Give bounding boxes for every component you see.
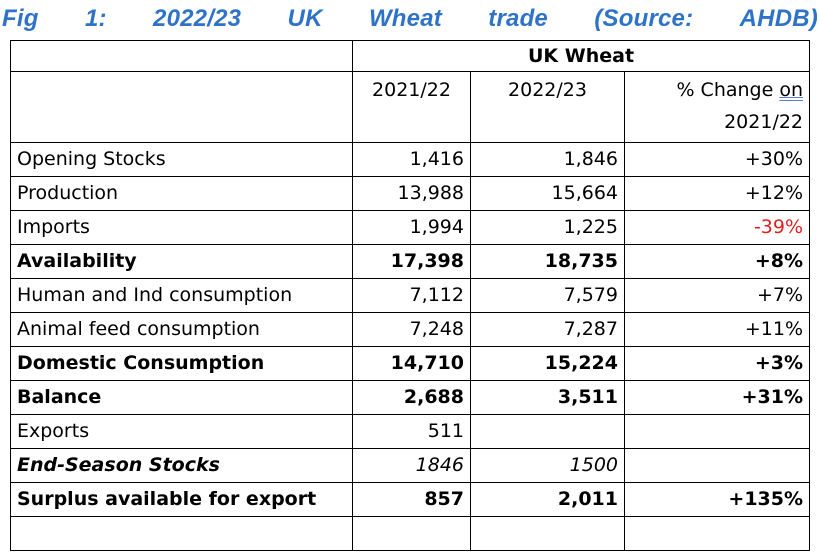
empty-cell bbox=[623, 516, 811, 551]
value-2022-23: 7,287 bbox=[470, 312, 625, 347]
value-pct-change: +30% bbox=[623, 142, 811, 177]
caption-word: trade bbox=[488, 5, 548, 32]
value-2022-23: 3,511 bbox=[470, 380, 625, 415]
row-label: Availability bbox=[10, 244, 353, 279]
row-label: Exports bbox=[10, 414, 353, 449]
caption-word: AHDB) bbox=[739, 5, 818, 32]
caption-word: 1: bbox=[84, 5, 107, 32]
value-2021-22: 7,112 bbox=[352, 278, 471, 313]
column-header-2021-22: 2021/22 bbox=[352, 71, 471, 143]
value-pct-change: +135% bbox=[623, 482, 811, 517]
table-row-availability: Availability 17,398 18,735 +8% bbox=[10, 244, 811, 279]
row-label: Human and Ind consumption bbox=[10, 278, 353, 313]
value-pct-change bbox=[623, 414, 811, 449]
table-row-human-ind-consumption: Human and Ind consumption 7,112 7,579 +7… bbox=[10, 278, 811, 313]
caption-word: Fig bbox=[2, 5, 39, 32]
value-2022-23: 18,735 bbox=[470, 244, 625, 279]
value-2022-23: 1,225 bbox=[470, 210, 625, 245]
table-row-imports: Imports 1,994 1,225 -39% bbox=[10, 210, 811, 245]
column-header-2022-23: 2022/23 bbox=[470, 71, 625, 143]
value-2021-22: 1,416 bbox=[352, 142, 471, 177]
table-row-end-season-stocks: End-Season Stocks 1846 1500 bbox=[10, 448, 811, 483]
value-2021-22: 13,988 bbox=[352, 176, 471, 211]
table-row-production: Production 13,988 15,664 +12% bbox=[10, 176, 811, 211]
value-2022-23: 2,011 bbox=[470, 482, 625, 517]
row-label: Domestic Consumption bbox=[10, 346, 353, 381]
caption-word: UK bbox=[287, 5, 323, 32]
value-pct-change: +7% bbox=[623, 278, 811, 313]
table-column-header-row: 2021/22 2022/23 % Change on 2021/22 bbox=[10, 71, 811, 143]
caption-word: Wheat bbox=[368, 5, 442, 32]
row-label: Imports bbox=[10, 210, 353, 245]
value-pct-change: +3% bbox=[623, 346, 811, 381]
pct-header-part: 2021/22 bbox=[724, 111, 804, 133]
table-row-animal-feed-consumption: Animal feed consumption 7,248 7,287 +11% bbox=[10, 312, 811, 347]
row-label: Balance bbox=[10, 380, 353, 415]
value-2022-23 bbox=[470, 414, 625, 449]
value-pct-change-negative: -39% bbox=[623, 210, 811, 245]
value-pct-change: +12% bbox=[623, 176, 811, 211]
value-2021-22: 14,710 bbox=[352, 346, 471, 381]
value-2021-22: 857 bbox=[352, 482, 471, 517]
row-label: Animal feed consumption bbox=[10, 312, 353, 347]
value-pct-change: +8% bbox=[623, 244, 811, 279]
empty-cell bbox=[10, 71, 353, 143]
value-pct-change: +31% bbox=[623, 380, 811, 415]
value-2022-23: 1500 bbox=[470, 448, 625, 483]
table-row-empty bbox=[10, 516, 811, 551]
pct-header-underlined-word: on bbox=[779, 79, 804, 101]
pct-header-part: % Change bbox=[676, 79, 780, 101]
value-2022-23: 7,579 bbox=[470, 278, 625, 313]
value-2022-23: 15,224 bbox=[470, 346, 625, 381]
table-row-domestic-consumption: Domestic Consumption 14,710 15,224 +3% bbox=[10, 346, 811, 381]
value-2022-23: 15,664 bbox=[470, 176, 625, 211]
value-pct-change: +11% bbox=[623, 312, 811, 347]
table-row-opening-stocks: Opening Stocks 1,416 1,846 +30% bbox=[10, 142, 811, 177]
row-label: Surplus available for export bbox=[10, 482, 353, 517]
value-2021-22: 17,398 bbox=[352, 244, 471, 279]
value-2021-22: 511 bbox=[352, 414, 471, 449]
caption-word: 2022/23 bbox=[153, 5, 242, 32]
table-row-surplus-available-for-export: Surplus available for export 857 2,011 +… bbox=[10, 482, 811, 517]
figure-caption: Fig 1: 2022/23 UK Wheat trade (Source: A… bbox=[2, 2, 818, 36]
group-header-uk-wheat: UK Wheat bbox=[351, 40, 811, 72]
value-2021-22: 1846 bbox=[352, 448, 471, 483]
row-label: Opening Stocks bbox=[10, 142, 353, 177]
value-2022-23: 1,846 bbox=[470, 142, 625, 177]
value-2021-22: 7,248 bbox=[352, 312, 471, 347]
wheat-trade-table: UK Wheat 2021/22 2022/23 % Change on 2021… bbox=[10, 40, 811, 551]
table-row-exports: Exports 511 bbox=[10, 414, 811, 449]
empty-cell bbox=[10, 516, 353, 551]
row-label: Production bbox=[10, 176, 353, 211]
value-pct-change bbox=[623, 448, 811, 483]
empty-cell bbox=[10, 40, 353, 72]
empty-cell bbox=[352, 516, 471, 551]
column-header-pct-change: % Change on 2021/22 bbox=[623, 71, 811, 143]
value-2021-22: 1,994 bbox=[352, 210, 471, 245]
row-label: End-Season Stocks bbox=[10, 448, 353, 483]
value-2021-22: 2,688 bbox=[352, 380, 471, 415]
table-group-header-row: UK Wheat bbox=[10, 40, 811, 72]
caption-word: (Source: bbox=[594, 5, 694, 32]
table-row-balance: Balance 2,688 3,511 +31% bbox=[10, 380, 811, 415]
empty-cell bbox=[470, 516, 625, 551]
